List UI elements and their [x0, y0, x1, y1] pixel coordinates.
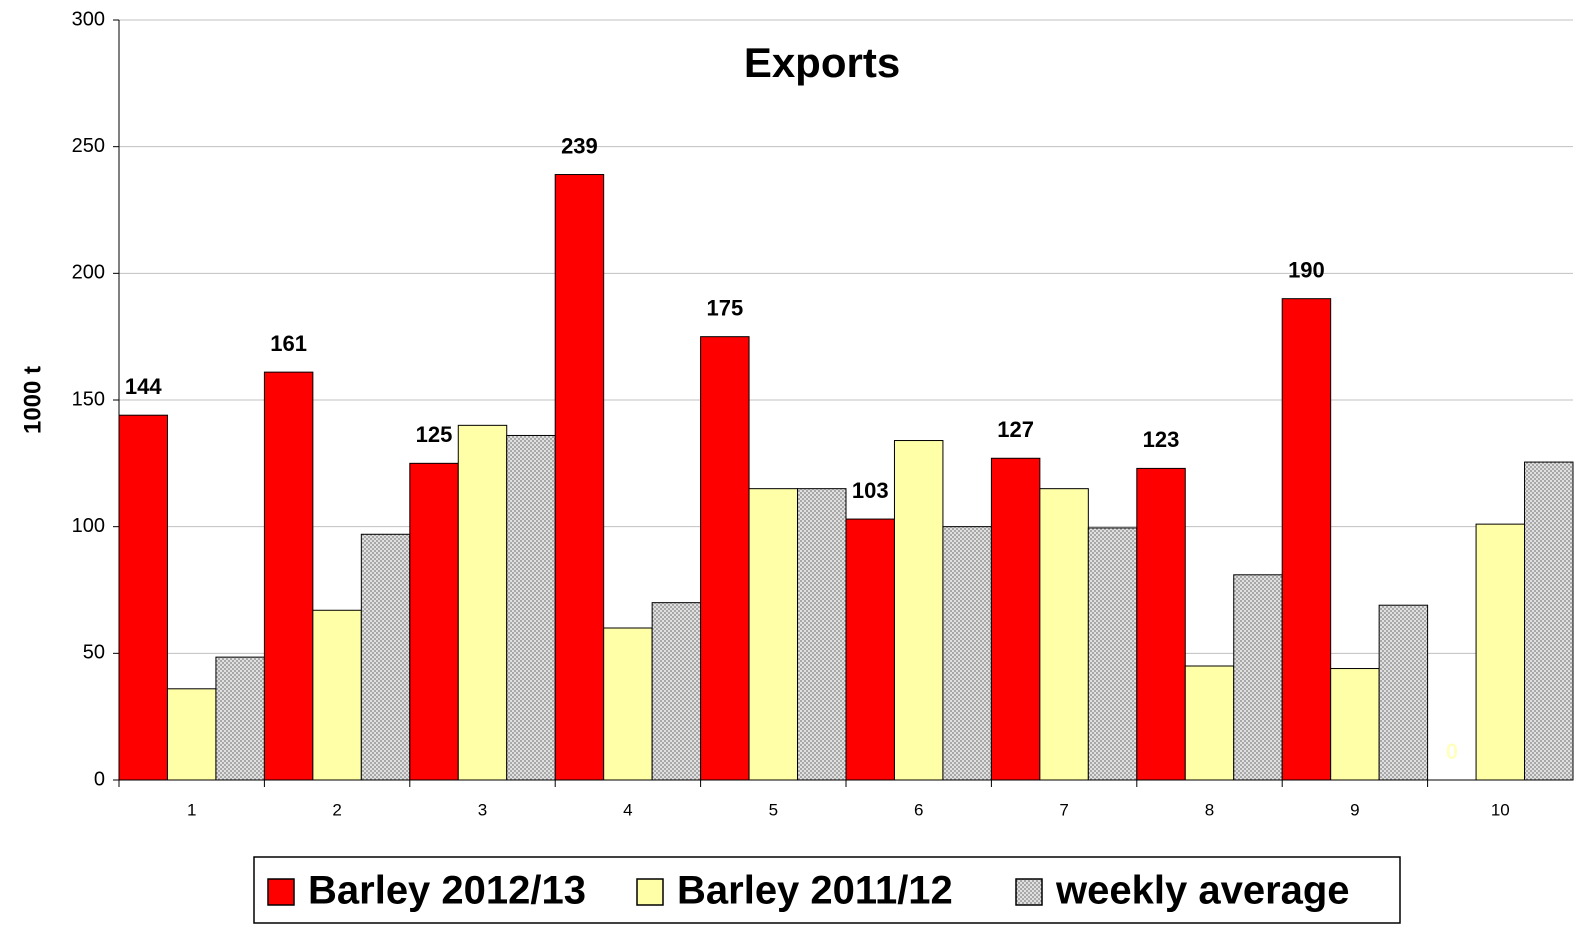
x-tick-label: 3 — [478, 800, 487, 819]
bar — [1524, 461, 1574, 781]
value-label: 144 — [125, 374, 162, 399]
bar — [1136, 467, 1186, 781]
legend-swatch — [1015, 878, 1043, 906]
y-tick-label: 200 — [72, 262, 105, 284]
bar — [360, 533, 411, 781]
bar — [554, 174, 605, 781]
bar — [748, 488, 799, 781]
bar — [506, 434, 556, 781]
legend-swatch — [636, 878, 664, 906]
bar — [942, 526, 992, 781]
bar — [1330, 668, 1380, 781]
value-label: 0 — [1446, 739, 1458, 764]
legend-label: Barley 2012/13 — [308, 869, 586, 913]
x-tick-label: 4 — [623, 800, 632, 819]
y-tick-label: 300 — [72, 8, 105, 30]
legend-label: weekly average — [1055, 869, 1350, 913]
bar — [1378, 604, 1429, 781]
legend-box — [253, 856, 1401, 924]
bar — [700, 336, 750, 781]
value-label: 161 — [270, 331, 307, 356]
x-tick-label: 5 — [769, 800, 778, 819]
bar — [215, 656, 265, 781]
bar — [1184, 665, 1235, 781]
x-tick-label: 2 — [332, 800, 341, 819]
value-label: 103 — [852, 478, 889, 503]
legend-label: Barley 2011/12 — [677, 869, 953, 913]
x-tick-label: 9 — [1350, 800, 1359, 819]
y-tick-label: 50 — [83, 642, 105, 664]
bar — [118, 414, 168, 781]
y-tick-label: 250 — [72, 135, 105, 157]
bar — [893, 440, 944, 781]
x-tick-label: 7 — [1059, 800, 1068, 819]
bar — [1233, 574, 1283, 781]
bar — [409, 462, 459, 781]
bar — [603, 627, 653, 781]
bar — [263, 371, 314, 781]
bar — [1475, 523, 1526, 781]
bar — [312, 609, 362, 781]
bar — [166, 688, 217, 781]
bar — [1281, 298, 1332, 781]
value-label: 127 — [997, 417, 1034, 442]
y-tick-label: 150 — [72, 388, 105, 410]
x-tick-label: 6 — [914, 800, 923, 819]
value-label: 175 — [706, 295, 743, 320]
bar — [797, 488, 847, 781]
y-axis-label: 1000 t — [19, 366, 46, 434]
value-label: 239 — [561, 133, 598, 158]
bar — [845, 518, 895, 781]
y-tick-label: 0 — [94, 768, 105, 790]
value-label: 123 — [1143, 427, 1180, 452]
bar — [990, 457, 1041, 781]
chart-title: Exports — [744, 39, 900, 86]
legend-swatch — [267, 878, 295, 906]
x-tick-label: 10 — [1491, 800, 1510, 819]
bar — [1039, 488, 1089, 781]
bar — [1087, 527, 1138, 781]
x-tick-label: 8 — [1205, 800, 1214, 819]
value-label: 190 — [1288, 257, 1325, 282]
x-tick-label: 1 — [187, 800, 196, 819]
y-tick-label: 100 — [72, 515, 105, 537]
bar — [651, 602, 702, 781]
value-label: 125 — [416, 422, 453, 447]
bar — [457, 424, 508, 781]
